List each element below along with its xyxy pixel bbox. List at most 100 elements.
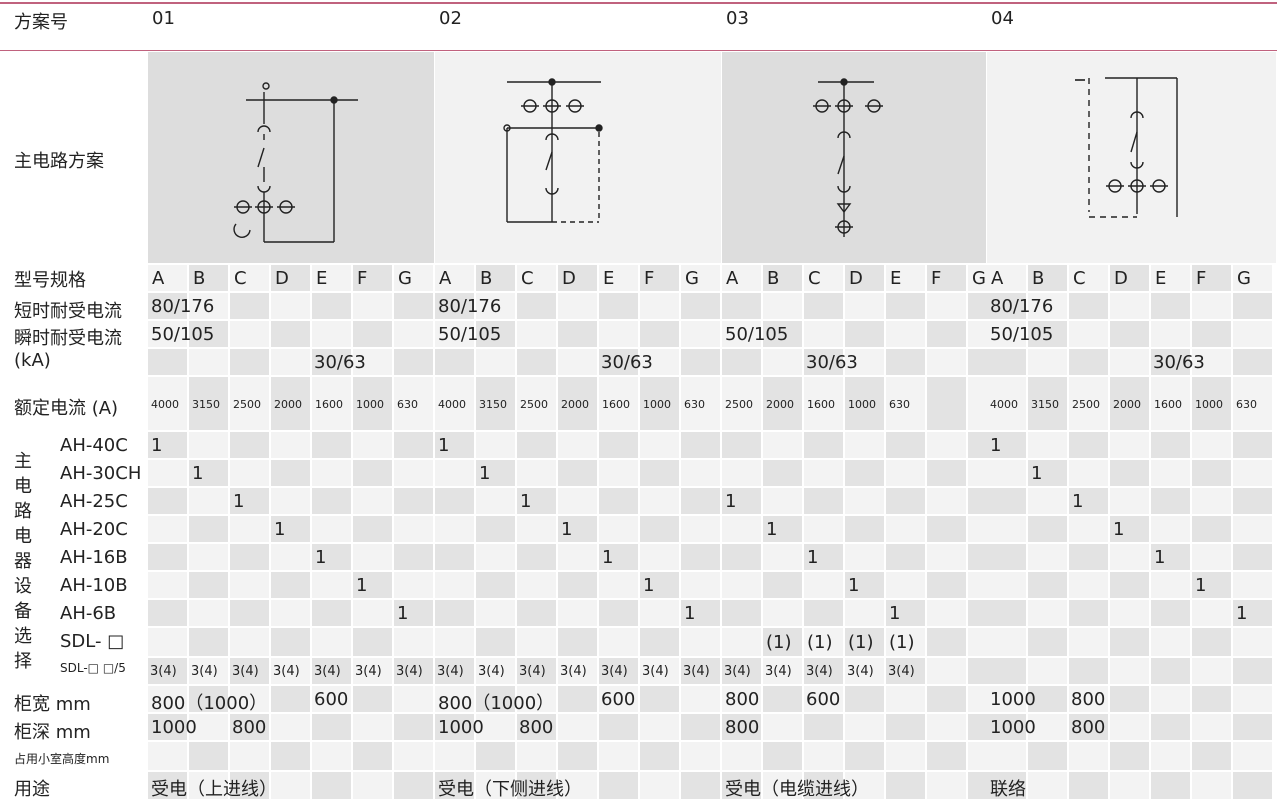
table-cell-bg: [804, 658, 843, 684]
table-cell-bg: [189, 293, 228, 319]
model-letter: C: [234, 268, 247, 289]
table-cell-bg: [148, 714, 187, 740]
table-cell-bg: [763, 460, 802, 486]
model-letter: A: [152, 268, 165, 289]
table-cell-bg: [1192, 432, 1231, 458]
table-cell-bg: [1028, 772, 1067, 799]
table-cell-bg: [476, 544, 515, 570]
rated-current-value: 2000: [1113, 398, 1141, 411]
table-cell-bg: [1151, 460, 1190, 486]
table-cell-bg: [763, 432, 802, 458]
table-cell-bg: [476, 377, 515, 430]
table-cell-bg: [599, 432, 638, 458]
table-cell-bg: [681, 686, 720, 712]
table-cell-bg: [599, 265, 638, 291]
table-cell-bg: [1110, 544, 1149, 570]
table-cell-bg: [599, 321, 638, 347]
table-cell-bg: [1233, 544, 1272, 570]
table-cell-bg: [640, 265, 679, 291]
device-label: AH-40C: [60, 435, 128, 456]
table-cell-bg: [1233, 321, 1272, 347]
table-cell-bg: [230, 377, 269, 430]
table-cell-bg: [1069, 293, 1108, 319]
table-cell-bg: [804, 686, 843, 712]
table-cell-bg: [435, 460, 474, 486]
table-cell-bg: [517, 628, 556, 656]
table-cell-bg: [1110, 349, 1149, 375]
table-cell-bg: [558, 488, 597, 514]
table-cell-bg: [886, 658, 925, 684]
table-cell-bg: [1151, 377, 1190, 430]
schematic-panel: [435, 52, 721, 263]
table-cell-bg: [763, 600, 802, 626]
table-cell-bg: [681, 432, 720, 458]
table-cell-bg: [394, 321, 433, 347]
table-cell-bg: [987, 600, 1026, 626]
table-cell-bg: [394, 600, 433, 626]
ct-value: 3(4): [314, 664, 341, 679]
table-cell-bg: [987, 714, 1026, 740]
table-cell-bg: [312, 742, 351, 770]
table-cell-bg: [435, 742, 474, 770]
table-cell-bg: [558, 658, 597, 684]
ct-value: 3(4): [519, 664, 546, 679]
table-cell-bg: [886, 265, 925, 291]
table-cell-bg: [640, 377, 679, 430]
device-mark: 1: [192, 463, 204, 484]
schematic-02: [503, 78, 603, 223]
table-cell-bg: [1233, 432, 1272, 458]
table-cell-bg: [189, 772, 228, 799]
table-cell-bg: [722, 544, 761, 570]
table-cell-bg: [271, 377, 310, 430]
table-cell-bg: [1192, 572, 1231, 598]
schematic-panel: [722, 52, 986, 263]
table-cell-bg: [312, 349, 351, 375]
usage-value: 联络: [990, 779, 1026, 800]
table-cell-bg: [148, 742, 187, 770]
table-cell-bg: [1233, 460, 1272, 486]
model-letter: F: [357, 268, 368, 289]
table-cell-bg: [517, 265, 556, 291]
table-cell-bg: [927, 488, 966, 514]
model-letter: A: [726, 268, 739, 289]
peak-value: 50/105: [990, 324, 1054, 345]
device-mark: 1: [233, 491, 245, 512]
table-cell-bg: [435, 628, 474, 656]
model-letter: E: [1155, 268, 1167, 289]
table-cell-bg: [558, 377, 597, 430]
table-cell-bg: [353, 321, 392, 347]
ct-value: 3(4): [642, 664, 669, 679]
table-cell-bg: [640, 772, 679, 799]
table-cell-bg: [804, 377, 843, 430]
table-cell-bg: [189, 658, 228, 684]
table-cell-bg: [517, 600, 556, 626]
ka-extra-value: 30/63: [314, 352, 366, 373]
table-cell-bg: [1151, 432, 1190, 458]
usage-label: 用途: [14, 779, 50, 800]
table-cell-bg: [987, 772, 1026, 799]
table-cell-bg: [886, 432, 925, 458]
table-cell-bg: [394, 432, 433, 458]
table-cell-bg: [394, 628, 433, 656]
table-cell-bg: [435, 432, 474, 458]
table-cell-bg: [353, 432, 392, 458]
table-cell-bg: [476, 293, 515, 319]
table-cell-bg: [681, 377, 720, 430]
ct-value: 3(4): [437, 664, 464, 679]
table-cell-bg: [230, 600, 269, 626]
table-cell-bg: [722, 742, 761, 770]
table-cell-bg: [1028, 572, 1067, 598]
table-cell-bg: [927, 516, 966, 542]
table-cell-bg: [886, 349, 925, 375]
table-cell-bg: [763, 658, 802, 684]
table-cell-bg: [722, 628, 761, 656]
ct-value: 3(4): [355, 664, 382, 679]
rated-current-value: 1600: [602, 398, 630, 411]
ct-value: 3(4): [232, 664, 259, 679]
table-cell-bg: [312, 544, 351, 570]
table-cell-bg: [1110, 686, 1149, 712]
table-cell-bg: [476, 572, 515, 598]
rated-current-value: 1000: [1195, 398, 1223, 411]
table-cell-bg: [599, 572, 638, 598]
rated-current-value: 2500: [233, 398, 261, 411]
